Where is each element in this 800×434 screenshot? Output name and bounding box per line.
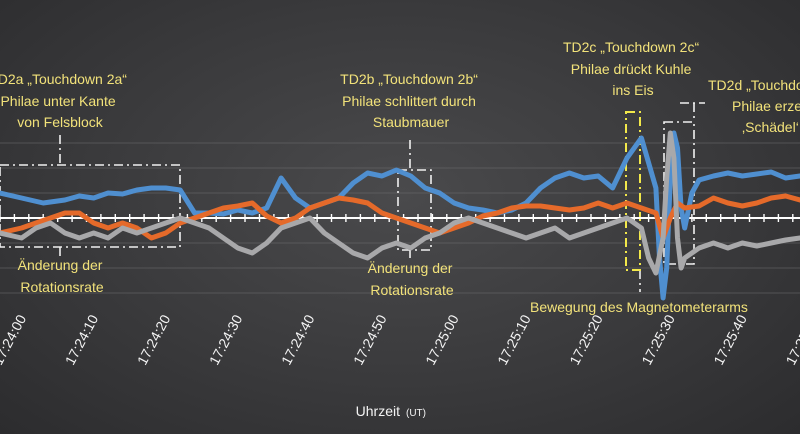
- annotation-line: TD2d „Touchdown 2d“: [708, 77, 800, 93]
- x-tick-labels: 17:24:00 17:24:10 17:24:20 17:24:30 17:24:40…: [0, 312, 800, 368]
- x-tick-label: 17:24:30: [206, 312, 246, 368]
- x-tick-label: 17:25:30: [638, 312, 678, 368]
- x-tick-label: 17:24:00: [0, 312, 29, 368]
- annotation-line: Änderung der: [368, 260, 453, 276]
- x-tick-label: 17:25:20: [566, 312, 606, 368]
- series-line-gray: [0, 130, 800, 276]
- annotation-line: Philae schlittert durch: [342, 93, 476, 109]
- annotation-line: ins Eis: [612, 82, 653, 98]
- frame-td2c: [625, 111, 641, 271]
- annotation-line: TD2a „Touchdown 2a“: [0, 71, 127, 87]
- x-axis-label: Uhrzeit: [356, 403, 400, 419]
- x-tick-label: 17:25:10: [494, 312, 534, 368]
- x-tick-label: 17:24:40: [278, 312, 318, 368]
- annotation-line: TD2b „Touchdown 2b“: [340, 71, 478, 87]
- annotation-line: Bewegung des Magnetometerarms: [530, 299, 748, 315]
- annotation-rotation-1: Änderung der Rotationsrate: [18, 257, 107, 295]
- x-tick-label: 17:25:50: [782, 312, 800, 368]
- annotation-td2d: TD2d „Touchdown 2d“ Philae erzeugt ‚Schä…: [708, 77, 800, 135]
- annotation-line: TD2c „Touchdown 2c“: [563, 39, 700, 55]
- frame-td2b: [397, 169, 432, 251]
- annotation-line: Rotationsrate: [370, 282, 453, 298]
- annotation-td2c: TD2c „Touchdown 2c“ Philae drückt Kuhle …: [563, 39, 703, 98]
- annotation-td2b: TD2b „Touchdown 2b“ Philae schlittert du…: [340, 71, 482, 130]
- annotation-line: Staubmauer: [373, 114, 450, 130]
- x-tick-label: 17:25:00: [422, 312, 462, 368]
- annotation-td2a: TD2a „Touchdown 2a“ Philae unter Kante v…: [0, 71, 131, 130]
- x-axis-unit: (UT): [406, 408, 426, 419]
- x-axis-label-text: Uhrzeit: [356, 403, 400, 419]
- x-tick-label: 17:24:20: [134, 312, 174, 368]
- x-tick-label: 17:24:50: [350, 312, 390, 368]
- annotation-line: ‚Schädel‘: [742, 119, 799, 135]
- annotation-line: Rotationsrate: [20, 279, 103, 295]
- x-tick-label: 17:24:10: [62, 312, 102, 368]
- annotation-line: Änderung der: [18, 257, 103, 273]
- frame-td2a: [0, 164, 181, 248]
- annotation-line: Philae drückt Kuhle: [571, 61, 692, 77]
- series-line-blue: [0, 130, 800, 301]
- annotation-line: Philae erzeugt: [732, 98, 800, 114]
- annotation-line: Philae unter Kante: [0, 93, 115, 109]
- annotation-rotation-2: Änderung der Rotationsrate: [368, 260, 457, 298]
- x-tick-label: 17:25:40: [710, 312, 750, 368]
- annotations: TD2a „Touchdown 2a“ Philae unter Kante v…: [0, 39, 800, 315]
- annotation-magnetometer: Bewegung des Magnetometerarms: [530, 299, 748, 315]
- annotation-line: von Felsblock: [17, 114, 104, 130]
